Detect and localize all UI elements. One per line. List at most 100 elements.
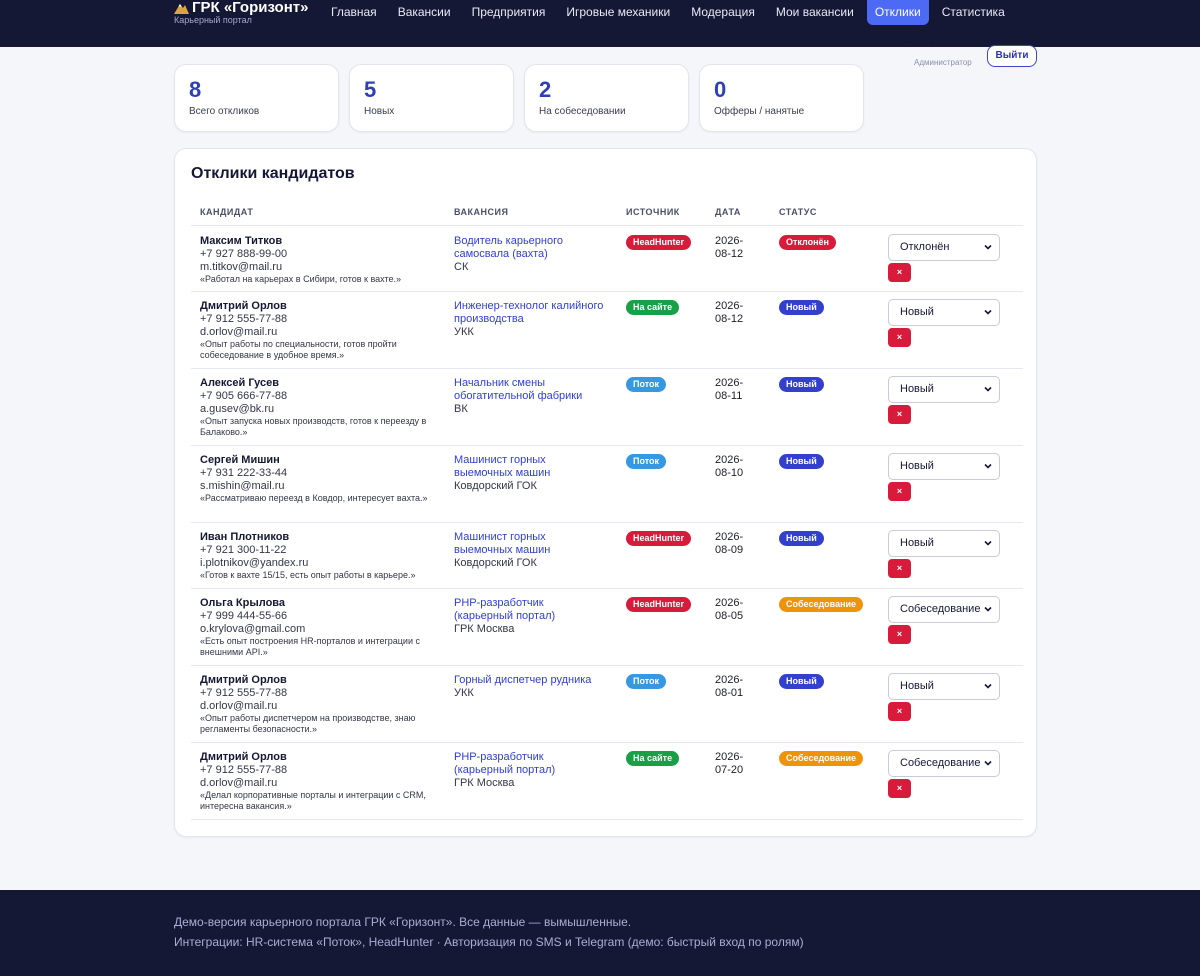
nav-game-mechanics[interactable]: Игровые механики — [566, 5, 671, 19]
vacancy-company: Ковдорский ГОК — [454, 480, 537, 492]
status-select[interactable]: Отклонён — [888, 234, 1000, 261]
vacancy-company: ГРК Москва — [454, 777, 515, 789]
candidate-name: Максим Титков — [200, 235, 283, 247]
status-select[interactable]: Новый — [888, 673, 1000, 700]
footer-integrations: Интеграции: HR-система «Поток», HeadHunt… — [174, 935, 804, 949]
status-select-value: Новый — [900, 460, 934, 472]
delete-button[interactable]: × — [888, 702, 911, 721]
vacancy-link[interactable]: PHP-разработчик (карьерный портал) — [454, 597, 556, 622]
stat-value: 5 — [364, 77, 377, 102]
status-select[interactable]: Новый — [888, 299, 1000, 326]
vacancy-company: УКК — [454, 687, 474, 699]
vacancy-company: УКК — [454, 326, 474, 338]
responses-panel: Отклики кандидатов КАНДИДАТ ВАКАНСИЯ ИСТ… — [174, 148, 1037, 837]
chevron-down-icon — [984, 540, 992, 546]
vacancy-link[interactable]: Водитель карьерного самосвала (вахта) — [454, 235, 563, 260]
nav-companies[interactable]: Предприятия — [471, 5, 546, 19]
status-badge: Новый — [779, 300, 824, 315]
candidate-email: d.orlov@mail.ru — [200, 700, 278, 712]
candidate-name: Иван Плотников — [200, 531, 290, 543]
nav-statistics[interactable]: Статистика — [941, 5, 1005, 19]
stat-value: 2 — [539, 77, 552, 102]
chevron-down-icon — [984, 244, 992, 250]
chevron-down-icon — [984, 386, 992, 392]
candidate-email: m.titkov@mail.ru — [200, 261, 283, 273]
delete-button[interactable]: × — [888, 559, 911, 578]
status-badge: Новый — [779, 454, 824, 469]
stat-card-total: 8 Всего откликов — [174, 64, 339, 132]
vacancy-link[interactable]: Начальник смены обогатительной фабрики — [454, 377, 583, 402]
table-row: Алексей Гусев +7 905 666-77-88 a.gusev@bk.… — [191, 369, 1023, 446]
stat-label: На собеседовании — [539, 106, 626, 117]
vacancy-link[interactable]: Машинист горных выемочных машин — [454, 531, 551, 556]
status-select[interactable]: Новый — [888, 530, 1000, 557]
footer: Демо-версия карьерного портала ГРК «Гори… — [0, 890, 1200, 976]
source-badge: На сайте — [626, 751, 680, 766]
candidate-name: Ольга Крылова — [200, 597, 286, 609]
nav-responses[interactable]: Отклики — [866, 0, 929, 25]
delete-button[interactable]: × — [888, 405, 911, 424]
stat-card-new: 5 Новых — [349, 64, 514, 132]
stat-card-offers: 0 Офферы / нанятые — [699, 64, 864, 132]
vacancy-link[interactable]: PHP-разработчик (карьерный портал) — [454, 751, 556, 776]
table-row: Дмитрий Орлов +7 912 555-77-88 d.orlov@mai… — [191, 743, 1023, 820]
column-status: СТАТУС — [779, 207, 817, 217]
source-badge: На сайте — [626, 300, 680, 315]
candidate-email: o.krylova@gmail.com — [200, 623, 306, 635]
nav-vacancies[interactable]: Вакансии — [397, 5, 451, 19]
candidate-quote: «Опыт запуска новых производств, готов к… — [200, 416, 427, 437]
brand-name: ГРК «Горизонт» — [192, 0, 309, 16]
logout-button[interactable]: Выйти — [987, 45, 1037, 67]
delete-button[interactable]: × — [888, 482, 911, 501]
vacancy-company: ГРК Москва — [454, 623, 515, 635]
column-source: ИСТОЧНИК — [626, 207, 680, 217]
status-select-value: Собеседование — [900, 757, 981, 769]
candidate-email: i.plotnikov@yandex.ru — [200, 557, 309, 569]
candidate-phone: +7 905 666-77-88 — [200, 390, 288, 402]
main-nav: Главная Вакансии Предприятия Игровые мех… — [323, 0, 1018, 25]
status-select[interactable]: Собеседование — [888, 596, 1000, 623]
candidate-phone: +7 912 555-77-88 — [200, 687, 288, 699]
chevron-down-icon — [984, 463, 992, 469]
delete-button[interactable]: × — [888, 625, 911, 644]
response-date: 2026-08-11 — [715, 377, 744, 402]
nav-home[interactable]: Главная — [331, 5, 377, 19]
response-date: 2026-08-09 — [715, 531, 744, 556]
candidate-phone: +7 912 555-77-88 — [200, 313, 288, 325]
mountain-logo-icon — [174, 4, 189, 14]
vacancy-link[interactable]: Машинист горных выемочных машин — [454, 454, 551, 479]
candidate-phone: +7 912 555-77-88 — [200, 764, 288, 776]
status-select[interactable]: Собеседование — [888, 750, 1000, 777]
status-select[interactable]: Новый — [888, 453, 1000, 480]
table-row: Сергей Мишин +7 931 222-33-44 s.mishin@mai… — [191, 446, 1023, 523]
status-select[interactable]: Новый — [888, 376, 1000, 403]
candidate-email: s.mishin@mail.ru — [200, 480, 285, 492]
table-row: Дмитрий Орлов +7 912 555-77-88 d.orlov@mai… — [191, 666, 1023, 743]
table-row: Максим Титков +7 927 888-99-00 m.titkov@ma… — [191, 227, 1023, 292]
response-date: 2026-08-12 — [715, 300, 744, 325]
status-select-value: Новый — [900, 537, 934, 549]
source-badge: Поток — [626, 674, 667, 689]
nav-moderation[interactable]: Модерация — [691, 5, 755, 19]
chevron-down-icon — [984, 683, 992, 689]
status-select-value: Новый — [900, 306, 934, 318]
table-row: Иван Плотников +7 921 300-11-22 i.plotniko… — [191, 523, 1023, 589]
table-row: Ольга Крылова +7 999 444-55-66 o.krylova@g… — [191, 589, 1023, 666]
source-badge: HeadHunter — [626, 597, 692, 612]
vacancy-link[interactable]: Инженер-технолог калийного производства — [454, 300, 604, 325]
status-badge: Собеседование — [779, 751, 864, 766]
candidate-quote: «Готов к вахте 15/15, есть опыт работы в… — [200, 570, 416, 580]
vacancy-company: СК — [454, 261, 469, 273]
delete-button[interactable]: × — [888, 263, 911, 282]
vacancy-link[interactable]: Горный диспетчер рудника — [454, 674, 592, 686]
nav-my-vacancies[interactable]: Мои вакансии — [775, 5, 854, 19]
candidate-quote: «Работал на карьерах в Сибири, готов к в… — [200, 274, 402, 284]
delete-button[interactable]: × — [888, 779, 911, 798]
delete-button[interactable]: × — [888, 328, 911, 347]
footer-disclaimer: Демо-версия карьерного портала ГРК «Гори… — [174, 915, 632, 929]
response-date: 2026-07-20 — [715, 751, 744, 776]
column-candidate: КАНДИДАТ — [200, 207, 254, 217]
vacancy-company: Ковдорский ГОК — [454, 557, 537, 569]
chevron-down-icon — [984, 606, 992, 612]
candidate-quote: «Опыт работы диспетчером на производстве… — [200, 713, 416, 734]
